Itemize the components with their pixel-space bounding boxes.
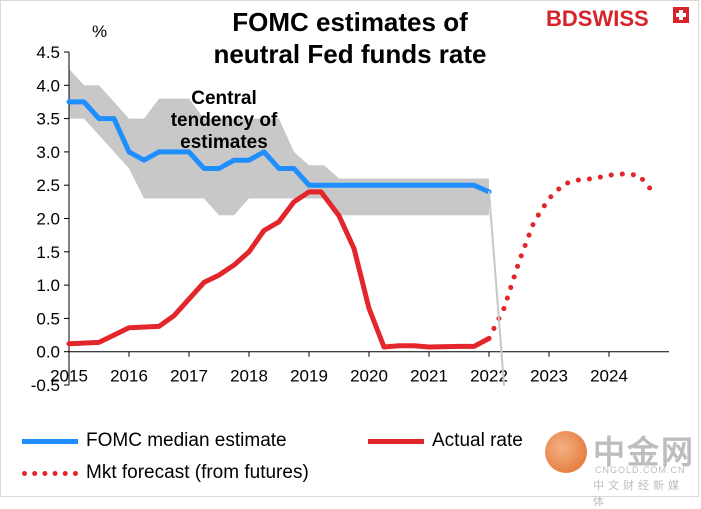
x-tick-label: 2020 (350, 367, 388, 386)
chart-title-line-1: FOMC estimates of (232, 7, 468, 37)
central-tendency-band (69, 68, 489, 216)
x-tick-label: 2015 (50, 367, 88, 386)
legend-label-mkt-forecast: Mkt forecast (from futures) (86, 462, 309, 483)
legend-item-fomc-median: FOMC median estimate (22, 430, 287, 452)
series-connector-line (488, 190, 505, 386)
x-tick-label: 2018 (230, 367, 268, 386)
y-tick-label: 4.5 (36, 43, 60, 62)
cngold-logo-icon (545, 431, 587, 473)
y-axis-unit-label: % (92, 22, 107, 41)
y-tick-label: 3.0 (36, 143, 60, 162)
legend-swatch-mkt-forecast (22, 470, 78, 476)
x-tick-label: 2022 (470, 367, 508, 386)
bdswiss-logo: BDSWISS (546, 6, 649, 31)
series-fomc-median-estimate (66, 99, 492, 195)
y-tick-label: 1.5 (36, 243, 60, 262)
annotation-line: tendency of (171, 110, 278, 131)
y-tick-label: 4.0 (36, 76, 60, 95)
x-tick-label: 2024 (590, 367, 628, 386)
y-tick-label: 0.5 (36, 309, 60, 328)
watermark-main: 中金网 (593, 434, 696, 470)
chart-title-line-2: neutral Fed funds rate (213, 39, 487, 69)
annotation-line: estimates (180, 132, 268, 153)
legend-item-actual-rate: Actual rate (368, 430, 523, 452)
y-tick-label: 0.0 (36, 343, 60, 362)
y-tick-label: 3.5 (36, 110, 60, 129)
y-tick-label: 2.0 (36, 210, 60, 229)
legend-label-actual-rate: Actual rate (432, 430, 523, 451)
watermark-sub2: 中文财经新媒体 (593, 480, 683, 508)
swiss-cross-icon (673, 7, 689, 23)
series-actual-rate (66, 189, 492, 350)
watermark-sub: CNGOLD.COM.CN (595, 465, 686, 475)
legend-label-fomc-median: FOMC median estimate (86, 430, 287, 451)
legend-item-mkt-forecast: Mkt forecast (from futures) (22, 462, 309, 484)
series-mkt-forecast-from-futures (486, 171, 657, 341)
x-tick-label: 2017 (170, 367, 208, 386)
x-tick-label: 2016 (110, 367, 148, 386)
x-tick-label: 2021 (410, 367, 448, 386)
y-tick-label: 2.5 (36, 176, 60, 195)
y-tick-label: 1.0 (36, 276, 60, 295)
chart-frame (0, 0, 699, 497)
x-tick-label: 2019 (290, 367, 328, 386)
cngold-watermark: 中金网 CNGOLD.COM.CN 中文财经新媒体 (545, 427, 696, 508)
annotation-line: Central (191, 88, 256, 109)
x-tick-label: 2023 (530, 367, 568, 386)
chart-title: FOMC estimates of neutral Fed funds rate (150, 6, 550, 70)
legend-swatch-fomc-median (22, 438, 78, 444)
legend-swatch-actual-rate (368, 438, 424, 444)
y-tick-label: -0.5 (31, 376, 60, 395)
